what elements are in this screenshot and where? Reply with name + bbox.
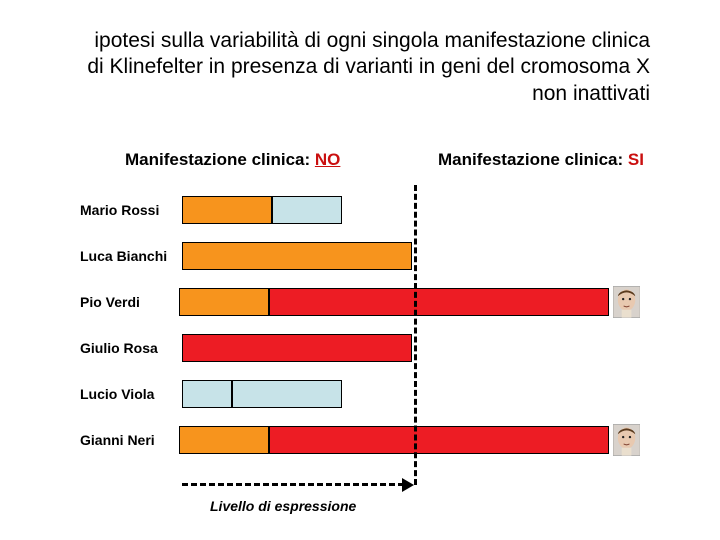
chart-row: Gianni Neri (80, 420, 640, 460)
bar-area (182, 380, 622, 408)
axis-label: Livello di espressione (210, 498, 356, 514)
bar-segment (182, 242, 412, 270)
chart-row: Pio Verdi (80, 282, 640, 322)
row-label: Mario Rossi (80, 202, 182, 218)
bar-segment (272, 196, 342, 224)
chart-row: Giulio Rosa (80, 328, 640, 368)
row-label: Lucio Viola (80, 386, 182, 402)
axis-arrow (182, 478, 414, 492)
chart-row: Mario Rossi (80, 190, 640, 230)
bar-segment (182, 196, 272, 224)
header-left-prefix: Manifestazione clinica: (125, 150, 315, 169)
expression-chart: Mario Rossi Luca Bianchi Pio Verdi Giulio R… (80, 190, 640, 466)
axis-arrow-shaft (182, 483, 404, 486)
axis-arrow-head (402, 478, 414, 492)
face-icon (613, 424, 640, 456)
bar-area (179, 288, 605, 316)
bar-area (182, 196, 622, 224)
bar-segment (179, 426, 269, 454)
header-right-prefix: Manifestazione clinica: (438, 150, 628, 169)
threshold-divider (414, 185, 417, 485)
bar-area (182, 242, 622, 270)
header-right: Manifestazione clinica: SI (438, 150, 644, 170)
chart-row: Luca Bianchi (80, 236, 640, 276)
row-label: Luca Bianchi (80, 248, 182, 264)
slide-title: ipotesi sulla variabilità di ogni singol… (76, 28, 650, 107)
bar-segment (269, 426, 609, 454)
header-right-value: SI (628, 150, 644, 169)
face-icon (613, 286, 640, 318)
bar-area (182, 334, 622, 362)
bar-segment (182, 334, 412, 362)
bar-area (179, 426, 605, 454)
row-label: Gianni Neri (80, 432, 179, 448)
row-label: Giulio Rosa (80, 340, 182, 356)
chart-row: Lucio Viola (80, 374, 640, 414)
header-left: Manifestazione clinica: NO (125, 150, 340, 170)
bar-segment (269, 288, 609, 316)
header-left-value: NO (315, 150, 341, 169)
bar-segment (179, 288, 269, 316)
bar-segment (232, 380, 342, 408)
bar-segment (182, 380, 232, 408)
row-label: Pio Verdi (80, 294, 179, 310)
